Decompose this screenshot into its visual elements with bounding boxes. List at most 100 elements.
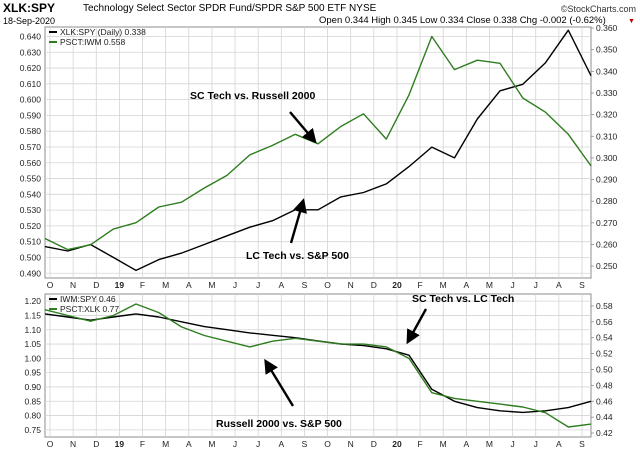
y-right-tick-label: 0.50 — [596, 364, 613, 374]
y-left-tick-label: 1.10 — [24, 325, 41, 335]
panel-top: 0.640 0.630 0.620 0.610 0.600 0.590 0.580 0.570… — [20, 23, 618, 290]
y-left-tick-label: 0.580 — [20, 126, 42, 136]
x-tick-label: J — [510, 280, 514, 290]
x-tick-label: F — [140, 280, 145, 290]
x-tick-label: D — [93, 439, 99, 449]
x-tick-label: N — [70, 439, 76, 449]
y-right-tick-label: 0.310 — [596, 131, 618, 141]
x-tick-label: F — [417, 439, 422, 449]
x-tick-label: J — [510, 439, 514, 449]
y-right-tick-label: 0.340 — [596, 66, 618, 76]
x-tick-label: J — [534, 439, 538, 449]
y-right-tick-label: 0.44 — [596, 412, 613, 422]
y-left-tick-label: 0.560 — [20, 158, 42, 168]
y-right-tick-label: 0.48 — [596, 380, 613, 390]
down-change-icon: ▼ — [628, 18, 635, 25]
x-tick-label: M — [208, 280, 215, 290]
x-tick-label: N — [348, 280, 354, 290]
x-tick-label: M — [486, 439, 493, 449]
panel-frame — [44, 293, 592, 438]
y-left-tick-label: 1.00 — [24, 353, 41, 363]
x-tick-label: M — [162, 439, 169, 449]
series-line-psct-xlk — [44, 303, 592, 428]
symbol-title: XLK:SPY — [3, 1, 56, 15]
x-tick-label: D — [371, 439, 377, 449]
x-tick-label: M — [486, 280, 493, 290]
y-right-tick-label: 0.280 — [596, 196, 618, 206]
y-right-tick-label: 0.350 — [596, 45, 618, 55]
y-left-tick-label: 0.540 — [20, 189, 42, 199]
x-tick-label: M — [440, 439, 447, 449]
x-tick-label: M — [440, 280, 447, 290]
annotation-arrow — [264, 358, 295, 407]
x-tick-label: J — [233, 280, 237, 290]
panel-bottom: 1.20 1.15 1.10 1.05 1.00 0.95 0.90 0.85 0.80 0.75… — [24, 293, 613, 449]
x-tick-label: O — [324, 280, 331, 290]
annotation-arrow — [406, 308, 428, 345]
y-left-tick-label: 0.520 — [20, 221, 42, 231]
x-tick-label: 19 — [115, 280, 125, 290]
annotation-sc-tech-vs-lc-tech: SC Tech vs. LC Tech — [412, 293, 514, 305]
y-left-tick-label: 0.530 — [20, 205, 42, 215]
y-left-tick-label: 0.640 — [20, 31, 42, 41]
annotation-sc-tech-vs-russell: SC Tech vs. Russell 2000 — [190, 90, 315, 102]
x-tick-label: M — [162, 280, 169, 290]
y-right-tick-label: 0.260 — [596, 239, 618, 249]
x-tick-label: J — [534, 280, 538, 290]
legend-entry: XLK:SPY (Daily) 0.338 — [60, 27, 146, 37]
x-tick-label: N — [348, 439, 354, 449]
x-tick-label: A — [186, 280, 192, 290]
y-left-tick-label: 0.620 — [20, 63, 42, 73]
annotation-arrow — [289, 198, 307, 244]
x-tick-label: S — [302, 280, 308, 290]
x-tick-label: J — [256, 439, 260, 449]
y-left-tick-label: 0.490 — [20, 268, 42, 278]
chart-date: 18-Sep-2020 — [3, 16, 56, 26]
y-left-tick-label: 0.75 — [24, 425, 41, 435]
y-right-tick-label: 0.320 — [596, 110, 618, 120]
x-tick-label: F — [417, 280, 422, 290]
y-left-tick-label: 0.610 — [20, 79, 42, 89]
y-left-tick-label: 1.15 — [24, 310, 41, 320]
x-tick-label: A — [556, 439, 562, 449]
x-tick-label: J — [233, 439, 237, 449]
x-tick-label: 20 — [392, 280, 402, 290]
annotation-lc-tech-vs-sp500: LC Tech vs. S&P 500 — [246, 250, 349, 262]
x-tick-label: S — [579, 280, 585, 290]
ohlc-readout: Open 0.344 High 0.345 Low 0.334 Close 0.… — [319, 15, 606, 26]
brand-label: ©StockCharts.com — [560, 4, 636, 14]
y-left-tick-label: 0.600 — [20, 95, 42, 105]
x-tick-label: O — [47, 439, 54, 449]
y-left-tick-label: 0.590 — [20, 110, 42, 120]
x-tick-label: 20 — [392, 439, 402, 449]
y-left-tick-label: 0.510 — [20, 237, 42, 247]
y-right-tick-label: 0.56 — [596, 317, 613, 327]
y-left-tick-label: 0.570 — [20, 142, 42, 152]
y-right-tick-label: 0.300 — [596, 153, 618, 163]
fund-title: Technology Select Sector SPDR Fund/SPDR … — [83, 3, 377, 14]
annotation-arrow — [289, 111, 317, 144]
y-right-tick-label: 0.46 — [596, 396, 613, 406]
series-line-xlk-spy — [44, 29, 592, 272]
y-left-tick-label: 1.05 — [24, 339, 41, 349]
legend-entry: PSCT:IWM 0.558 — [60, 37, 125, 47]
annotation-russell-vs-sp500: Russell 2000 vs. S&P 500 — [216, 418, 342, 430]
y-right-tick-label: 0.290 — [596, 175, 618, 185]
x-tick-label: J — [256, 280, 260, 290]
legend-entry: PSCT:XLK 0.77 — [60, 304, 119, 314]
y-right-tick-label: 0.58 — [596, 301, 613, 311]
x-tick-label: A — [464, 439, 470, 449]
x-tick-label: A — [278, 280, 284, 290]
y-right-tick-label: 0.270 — [596, 218, 618, 228]
x-tick-label: A — [556, 280, 562, 290]
series-line-psct-iwm — [44, 35, 592, 251]
panel-frame — [44, 26, 592, 279]
y-left-tick-label: 0.80 — [24, 411, 41, 421]
x-tick-label: F — [140, 439, 145, 449]
x-tick-label: M — [208, 439, 215, 449]
y-right-tick-label: 0.360 — [596, 23, 618, 33]
y-right-tick-label: 0.330 — [596, 88, 618, 98]
x-tick-label: S — [302, 439, 308, 449]
